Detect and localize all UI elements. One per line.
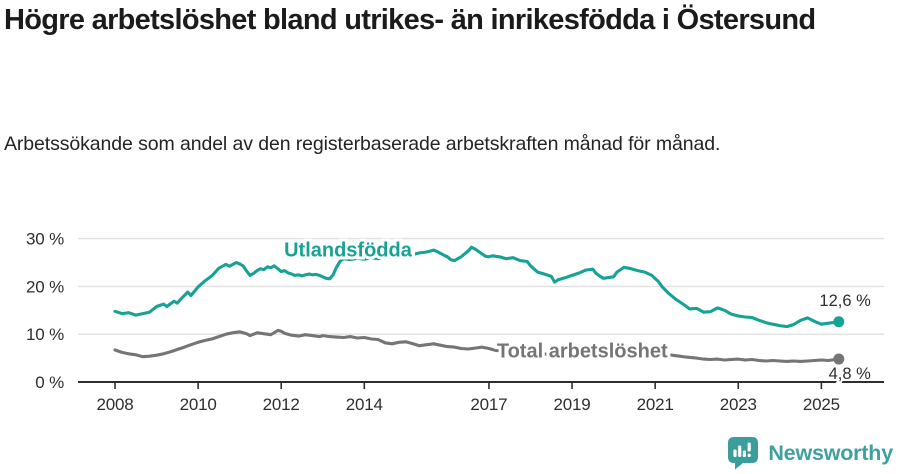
- total-arbetsloshet-line: [113, 328, 841, 363]
- chart-subtitle: Arbetssökande som andel av den registerb…: [4, 133, 721, 155]
- x-axis-label: 2008: [96, 395, 133, 414]
- x-axis-label: 2012: [263, 395, 300, 414]
- x-axis-label: 2021: [637, 395, 674, 414]
- utlandsfodda-line: [113, 245, 841, 329]
- y-axis-label: 0 %: [35, 373, 64, 392]
- y-axis-label: 20 %: [26, 277, 64, 296]
- y-axis-label: 10 %: [26, 325, 64, 344]
- brand-footer: Newsworthy: [727, 436, 893, 470]
- newsworthy-logo-icon: [728, 437, 759, 470]
- utlandsfodda-end-value-label: 12,6 %: [819, 292, 871, 310]
- total-arbetsloshet-end-dot: [833, 353, 845, 365]
- total-arbetsloshet-end-value-label: 4,8 %: [829, 365, 872, 383]
- x-axis-label: 2017: [470, 395, 507, 414]
- x-axis-label: 2014: [346, 395, 383, 414]
- total-arbetsloshet-series-label: Total arbetslöshet: [497, 341, 668, 363]
- y-axis-label: 30 %: [26, 230, 64, 249]
- x-axis-label: 2023: [720, 395, 757, 414]
- x-axis-label: 2019: [554, 395, 591, 414]
- utlandsfodda-end-dot: [833, 316, 845, 328]
- chart-title: Högre arbetslöshet bland utrikes- än inr…: [4, 4, 816, 36]
- utlandsfodda-series-label: Utlandsfödda: [284, 239, 413, 261]
- brand-name: Newsworthy: [768, 440, 893, 465]
- x-axis-label: 2010: [180, 395, 217, 414]
- x-axis-label: 2025: [803, 395, 840, 414]
